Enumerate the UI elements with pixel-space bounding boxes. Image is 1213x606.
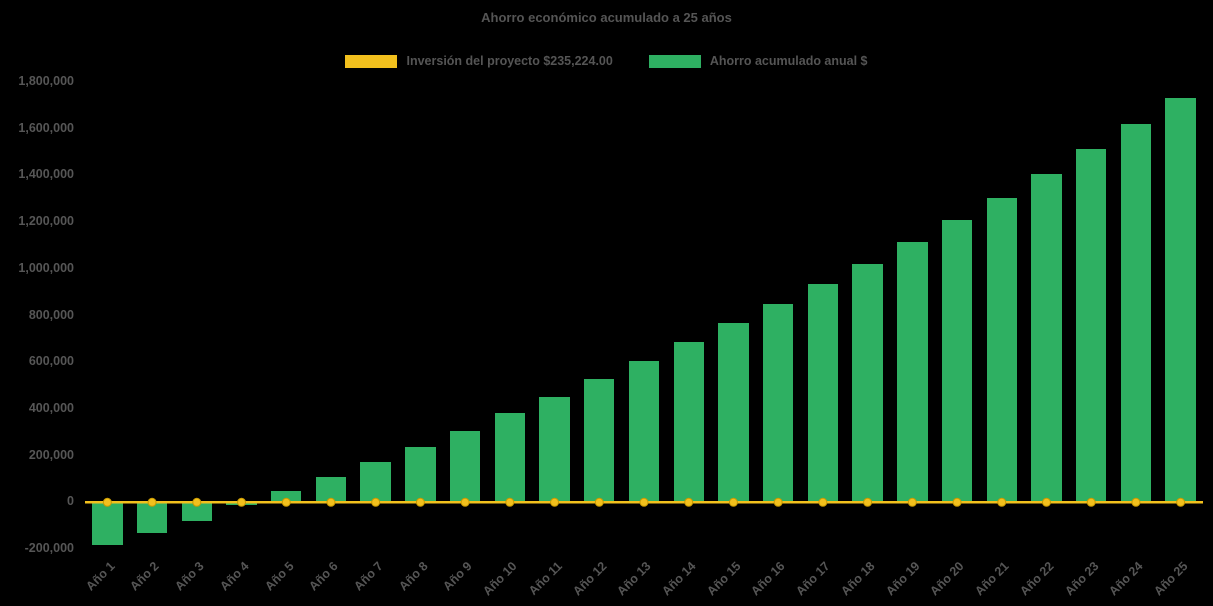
bar-año-3 (181, 502, 212, 521)
x-tick-label: Año 1 (82, 559, 118, 594)
bar-año-23 (1075, 149, 1107, 503)
legend-label-savings: Ahorro acumulado anual $ (709, 54, 868, 68)
x-tick-label: Año 5 (261, 559, 297, 594)
bar-año-11 (539, 396, 570, 503)
legend: Inversión del proyecto $235,224.00 Ahorr… (0, 54, 1213, 68)
y-tick-label: 1,200,000 (18, 214, 74, 229)
bar-año-1 (92, 502, 123, 546)
y-tick-label: 200,000 (28, 447, 74, 462)
x-tick-label: Año 24 (1106, 559, 1146, 599)
bar-año-21 (986, 197, 1017, 503)
bar-año-25 (1165, 98, 1196, 503)
bar-año-2 (136, 502, 168, 533)
x-tick-label: Año 12 (569, 559, 610, 599)
bar-año-18 (852, 263, 883, 503)
bar-año-7 (360, 462, 391, 503)
x-tick-label: Año 7 (351, 559, 386, 594)
x-tick-label: Año 2 (127, 559, 162, 594)
y-tick-label: -200,000 (24, 541, 74, 555)
y-tick-label: 0 (67, 494, 74, 509)
bar-año-24 (1120, 124, 1152, 503)
y-tick-label: 1,400,000 (18, 167, 74, 182)
x-tick-label: Año 20 (927, 559, 967, 599)
bar-año-14 (673, 342, 704, 503)
x-tick-label: Año 3 (172, 559, 207, 594)
legend-label-investment: Inversión del proyecto $235,224.00 (406, 54, 613, 68)
y-tick-label: 1,600,000 (18, 120, 74, 135)
x-tick-label: Año 23 (1061, 559, 1102, 599)
savings-swatch-icon (648, 54, 701, 68)
bar-año-20 (941, 220, 973, 503)
bar-año-15 (718, 322, 749, 503)
x-tick-label: Año 4 (216, 559, 252, 594)
investment-swatch-icon (345, 54, 398, 68)
x-tick-label: Año 25 (1151, 559, 1191, 599)
bar-año-10 (494, 413, 526, 503)
x-tick-label: Año 11 (525, 559, 565, 598)
x-tick-label: Año 9 (440, 559, 476, 594)
x-tick-label: Año 6 (306, 559, 341, 594)
x-tick-label: Año 10 (480, 559, 520, 599)
x-tick-label: Año 17 (793, 559, 833, 599)
bar-año-17 (807, 284, 839, 503)
bar-año-12 (584, 379, 615, 503)
y-tick-label: 800,000 (28, 307, 74, 322)
legend-item-savings: Ahorro acumulado anual $ (648, 54, 868, 68)
x-tick-label: Año 18 (838, 559, 878, 599)
x-tick-label: Año 14 (659, 559, 699, 599)
bar-año-13 (628, 360, 660, 503)
y-tick-label: 400,000 (28, 400, 74, 415)
x-tick-label: Año 8 (395, 559, 431, 594)
x-tick-label: Año 13 (614, 559, 654, 599)
bar-año-19 (897, 242, 928, 503)
x-tick-label: Año 19 (882, 559, 923, 599)
chart-title: Ahorro económico acumulado a 25 años (481, 10, 732, 25)
bar-año-9 (449, 431, 481, 503)
y-tick-label: 1,800,000 (18, 74, 74, 88)
y-tick-label: 1,000,000 (18, 260, 74, 275)
bar-año-8 (405, 446, 436, 503)
y-tick-label: 600,000 (28, 354, 74, 369)
x-tick-label: Año 16 (748, 559, 789, 599)
legend-item-investment: Inversión del proyecto $235,224.00 (345, 54, 613, 68)
bar-año-22 (1031, 173, 1062, 503)
x-tick-label: Año 22 (1017, 559, 1057, 599)
bar-año-16 (762, 304, 794, 503)
bar-año-5 (271, 490, 302, 503)
x-tick-label: Año 21 (972, 559, 1012, 599)
y-axis: 1,800,000 1,600,000 1,400,000 1,200,000 1,00… (0, 0, 80, 606)
x-tick-label: Año 15 (703, 559, 744, 599)
